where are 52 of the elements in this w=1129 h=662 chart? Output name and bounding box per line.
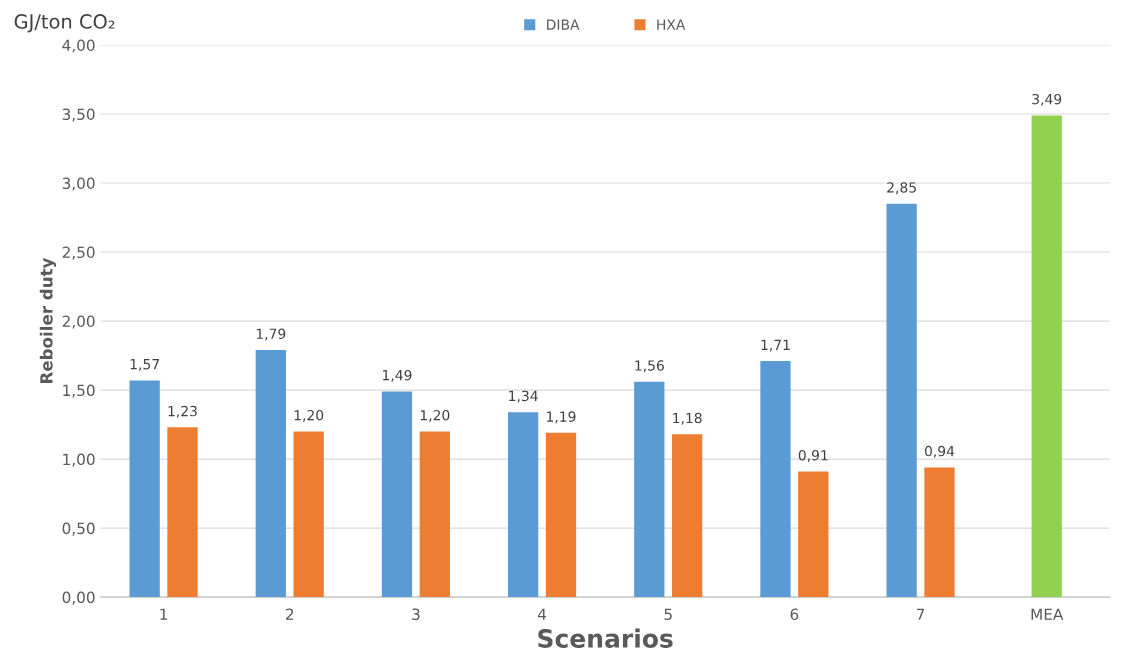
data-label: 1,34 xyxy=(509,390,538,403)
y-tick-label: 2,00 xyxy=(62,315,95,329)
x-tick-label: 5 xyxy=(664,608,672,621)
x-tick-label: 7 xyxy=(916,608,925,620)
bar xyxy=(798,471,829,598)
bar xyxy=(672,434,703,598)
x-tick-label: 3 xyxy=(412,608,420,621)
data-label: 2,85 xyxy=(887,182,916,195)
bar xyxy=(1031,115,1062,598)
legend-label: DIBA xyxy=(547,19,580,30)
bar xyxy=(255,350,286,598)
legend-label: HXA xyxy=(657,19,686,30)
x-tick-label: 6 xyxy=(790,608,799,621)
y-tick-label: 0,00 xyxy=(62,591,95,605)
data-label: 1,23 xyxy=(168,405,197,418)
bar xyxy=(545,432,577,598)
y-tick-label: 3,50 xyxy=(62,108,95,122)
data-label: 1,71 xyxy=(761,339,790,352)
bar xyxy=(886,203,917,598)
data-label: 3,49 xyxy=(1032,93,1062,106)
y-tick-label: 4,00 xyxy=(62,39,95,53)
y-tick-label: 2,50 xyxy=(62,246,95,260)
data-label: 0,94 xyxy=(924,445,955,458)
x-axis-title: Scenarios xyxy=(538,628,673,648)
text: GJ/ton CO₂ xyxy=(14,14,115,33)
data-label: 1,56 xyxy=(635,360,664,373)
data-label: 0,91 xyxy=(798,449,828,462)
x-tick-label: 4 xyxy=(537,608,547,620)
bar xyxy=(129,380,160,598)
bar xyxy=(167,427,198,598)
bar xyxy=(419,431,450,598)
y-tick-label: 3,00 xyxy=(62,177,95,191)
y-tick-label: 0,50 xyxy=(62,522,95,536)
bar xyxy=(293,431,324,598)
x-tick-label: 2 xyxy=(285,608,294,620)
data-label: 1,49 xyxy=(383,369,412,382)
data-label: 1,20 xyxy=(420,409,450,422)
data-label: 1,18 xyxy=(673,412,702,425)
data-label: 1,19 xyxy=(547,411,576,424)
data-label: 1,79 xyxy=(256,328,286,341)
data-label: 1,57 xyxy=(130,359,159,371)
data-label: 1,20 xyxy=(294,409,324,422)
x-tick-label: MEA xyxy=(1031,608,1064,620)
bar xyxy=(924,467,955,598)
bar xyxy=(760,361,791,598)
y-tick-label: 1,50 xyxy=(63,384,95,398)
y-axis-title: Reboiler duty xyxy=(39,257,57,383)
bar xyxy=(634,381,665,598)
x-tick-label: 1 xyxy=(160,608,168,620)
bar xyxy=(508,412,539,598)
y-tick-label: 1,00 xyxy=(63,453,95,467)
bar xyxy=(381,391,413,598)
